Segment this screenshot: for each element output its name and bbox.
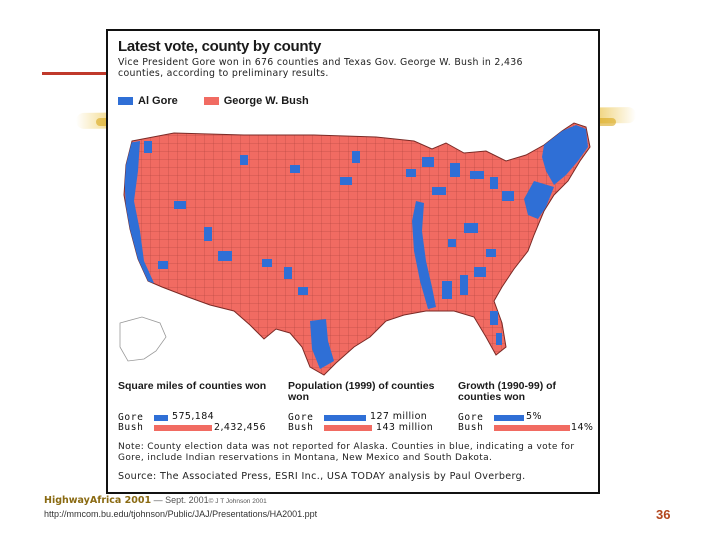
growth-gore-label: Gore	[458, 412, 484, 423]
figure-title: Latest vote, county by county	[118, 38, 321, 55]
growth-bush-value: 14%	[571, 422, 594, 433]
election-map-figure: Latest vote, county by county Vice Presi…	[106, 29, 600, 494]
square-miles-gore-label: Gore	[118, 412, 144, 423]
square-miles-bush-value: 2,432,456	[214, 422, 266, 433]
footer-credit: HighwayAfrica 2001 — Sept. 2001© J T Joh…	[44, 495, 267, 506]
population-gore-bar	[324, 415, 366, 421]
growth-bush-label: Bush	[458, 422, 484, 433]
population-gore-value: 127 million	[370, 411, 428, 422]
title-accent-line	[42, 72, 112, 75]
figure-note: Note: County election data was not repor…	[118, 442, 575, 463]
growth-gore-value: 5%	[526, 411, 542, 422]
population-bush-value: 143 million	[376, 422, 434, 433]
square-miles-gore-value: 575,184	[172, 411, 215, 422]
map-legend: Al Gore George W. Bush	[118, 95, 309, 107]
growth-title: Growth (1990-99) of counties won	[458, 380, 557, 403]
footer-date: Sept. 2001	[165, 495, 209, 505]
population-bush-label: Bush	[288, 422, 314, 433]
figure-subtitle: Vice President Gore won in 676 counties …	[118, 57, 523, 79]
square-miles-bush-label: Bush	[118, 422, 144, 433]
footer-dash: —	[153, 495, 163, 505]
square-miles-bush-bar	[154, 425, 212, 431]
bush-swatch	[203, 97, 219, 105]
population-gore-label: Gore	[288, 412, 314, 423]
growth-bush-bar	[494, 425, 570, 431]
us-county-map	[119, 122, 591, 376]
population-bush-bar	[324, 425, 372, 431]
square-miles-gore-bar	[154, 415, 168, 421]
footer-brand: HighwayAfrica 2001	[44, 495, 152, 506]
summary-stats: Square miles of counties won Gore Bush 5…	[108, 380, 598, 434]
gore-legend-label: Al Gore	[138, 95, 178, 107]
square-miles-title: Square miles of counties won	[118, 380, 267, 392]
growth-gore-bar	[494, 415, 524, 421]
figure-source: Source: The Associated Press, ESRI Inc.,…	[118, 471, 526, 482]
bush-legend-label: George W. Bush	[223, 95, 309, 107]
footer-url[interactable]: http://mmcom.bu.edu/tjohnson/Public/JAJ/…	[44, 509, 318, 519]
page-number: 36	[656, 507, 671, 522]
population-title: Population (1999) of counties won	[288, 380, 435, 403]
growth-stat: Growth (1990-99) of counties won Gore Bu…	[458, 380, 598, 434]
gore-swatch	[118, 97, 133, 105]
footer-copyright: © J T Johnson 2001	[208, 498, 267, 505]
square-miles-stat: Square miles of counties won Gore Bush 5…	[118, 380, 278, 434]
population-stat: Population (1999) of counties won Gore B…	[288, 380, 448, 434]
